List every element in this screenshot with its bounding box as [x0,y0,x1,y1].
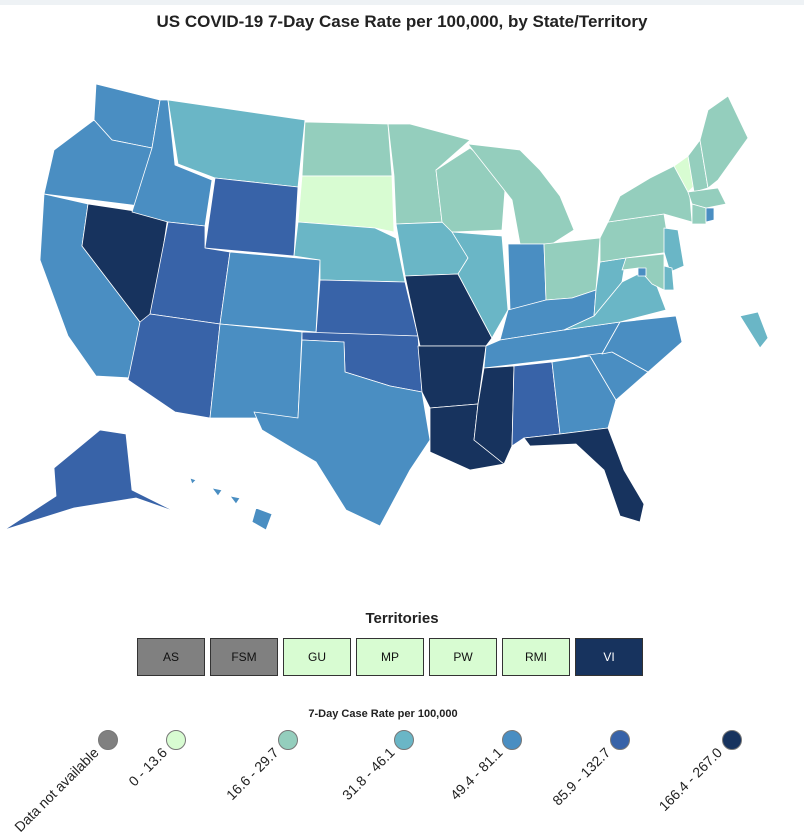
legend-swatch [610,730,630,750]
state-fl[interactable] [523,427,645,523]
state-ma[interactable] [687,187,727,209]
state-al[interactable] [511,361,561,447]
state-nd[interactable] [301,121,393,177]
page-title: US COVID-19 7-Day Case Rate per 100,000,… [156,12,648,31]
legend-item: 166.4 - 267.0 [622,730,742,830]
state-il[interactable] [451,231,509,339]
legend-swatch [502,730,522,750]
legend-item: 31.8 - 46.1 [294,730,414,830]
legend-label: 0 - 13.6 [124,744,170,790]
state-ga[interactable] [551,355,617,435]
state-mi[interactable] [467,143,575,245]
legend-item: 16.6 - 29.7 [178,730,298,830]
territory-shape [739,311,769,349]
legend-item: 85.9 - 132.7 [510,730,630,830]
territory-button-rmi[interactable]: RMI [502,638,570,676]
legend-item: 49.4 - 81.1 [402,730,522,830]
state-nj[interactable] [663,227,685,273]
state-ar[interactable] [417,345,487,409]
legend-label: 49.4 - 81.1 [447,744,506,803]
territory-buttons: AS FSM GU MP PW RMI VI [137,638,643,676]
state-ks[interactable] [315,279,419,337]
state-oh[interactable] [543,237,601,301]
state-ak[interactable] [3,429,177,531]
state-ri[interactable] [705,207,715,223]
state-in[interactable] [507,243,547,311]
territory-button-pw[interactable]: PW [429,638,497,676]
territory-button-mp[interactable]: MP [356,638,424,676]
state-wy[interactable] [204,177,299,257]
territory-button-as[interactable]: AS [137,638,205,676]
territory-button-fsm[interactable]: FSM [210,638,278,676]
legend-swatch [394,730,414,750]
state-nm[interactable] [209,323,303,419]
state-dc[interactable] [637,267,647,277]
top-strip [0,0,804,5]
legend-swatch [722,730,742,750]
state-sd[interactable] [297,175,395,233]
legend-label: 85.9 - 132.7 [549,744,614,809]
state-de[interactable] [663,265,675,291]
state-mo[interactable] [404,273,493,347]
legend-swatch [166,730,186,750]
legend-label: 16.6 - 29.7 [223,744,282,803]
legend-label: 31.8 - 46.1 [339,744,398,803]
territory-button-vi[interactable]: VI [575,638,643,676]
state-me[interactable] [699,95,749,189]
legend-swatch [278,730,298,750]
legend-item: Data not available [0,730,118,835]
territory-button-gu[interactable]: GU [283,638,351,676]
state-hi[interactable] [189,477,273,531]
state-ct[interactable] [691,203,707,225]
us-map [3,83,769,531]
state-az[interactable] [127,313,221,419]
state-co[interactable] [219,251,321,333]
legend-label: 166.4 - 267.0 [655,744,726,815]
territories-title: Territories [365,610,439,627]
legend-title: 7-Day Case Rate per 100,000 [308,708,458,720]
legend-swatch [98,730,118,750]
state-tx[interactable] [253,339,431,527]
legend-item: 0 - 13.6 [66,730,186,830]
